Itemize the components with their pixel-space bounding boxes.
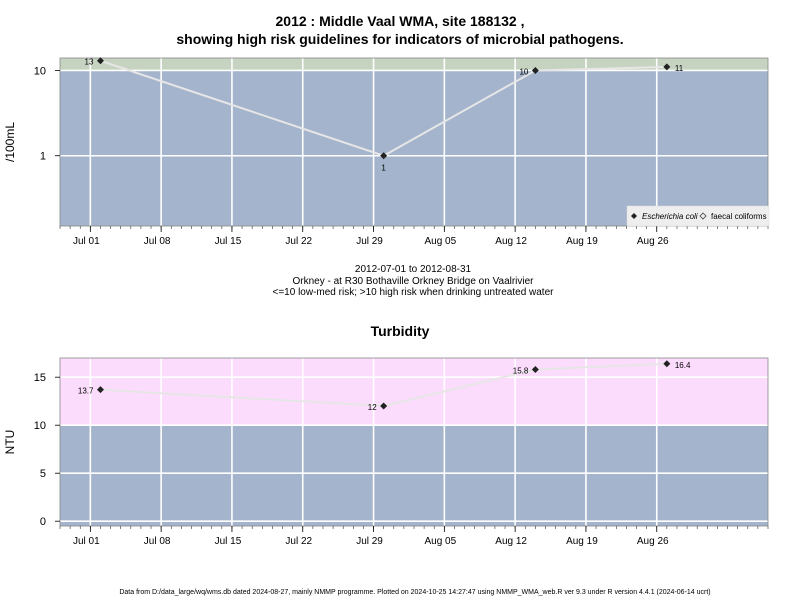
turbidity-y-tick-label: 5 [40,468,46,480]
turbidity-x-tick-label: Jul 08 [144,536,171,547]
caption-date-range: 2012-07-01 to 2012-08-31 [354,264,472,275]
ecoli-point-marker [663,63,671,71]
ecoli-y-axis-label: /100mL [3,122,17,162]
turbidity-x-tick-label: Jul 01 [73,536,100,547]
turbidity-data-label: 15.8 [513,367,529,376]
ecoli-data-label: 13 [85,58,94,67]
turbidity-title: Turbidity [370,323,430,339]
ecoli-x-tick-label: Jul 22 [285,236,312,247]
ecoli-point-marker [380,152,388,160]
ecoli-x-tick-label: Jul 15 [215,236,242,247]
turbidity-x-tick-label: Aug 26 [637,536,669,547]
legend-item-ecoli: Escherichia coli [642,212,698,221]
ecoli-data-label: 1 [381,164,386,173]
turbidity-x-tick-label: Aug 12 [495,536,527,547]
turbidity-point-marker [663,360,671,368]
ecoli-low-risk-zone [60,70,768,226]
turbidity-data-label: 16.4 [675,361,691,370]
turbidity-y-tick-label: 10 [34,420,46,432]
legend-marker-ecoli [631,213,637,219]
chart-title-line2: showing high risk guidelines for indicat… [176,31,624,47]
turbidity-x-tick-label: Jul 15 [215,536,242,547]
ecoli-x-tick-label: Aug 05 [424,236,456,247]
ecoli-x-tick-label: Aug 19 [566,236,598,247]
caption-site: Orkney - at R30 Bothaville Orkney Bridge… [292,276,534,287]
turbidity-x-tick-label: Jul 22 [285,536,312,547]
ecoli-x-tick-label: Jul 01 [73,236,100,247]
ecoli-high-risk-zone [60,58,768,71]
legend-item-faecal: faecal coliforms [711,212,767,221]
turbidity-data-label: 13.7 [78,387,94,396]
turbidity-x-tick-label: Aug 19 [566,536,598,547]
footer-note: Data from D:/data_large/wq/wms.db dated … [119,589,711,596]
turbidity-y-tick-label: 15 [34,372,46,384]
turbidity-data-label: 12 [368,403,377,412]
turbidity-point-marker [96,386,104,394]
ecoli-point-marker [96,57,104,65]
ecoli-point-marker [531,66,539,74]
ecoli-x-tick-label: Aug 26 [637,236,669,247]
ecoli-x-tick-label: Jul 08 [144,236,171,247]
turbidity-x-tick-label: Aug 05 [424,536,456,547]
ecoli-y-tick-label: 10 [34,65,46,77]
turbidity-series-line [100,362,667,408]
turbidity-x-tick-label: Jul 29 [356,536,383,547]
legend-box [626,205,770,227]
turbidity-point-marker [380,402,388,410]
legend-marker-faecal [699,212,707,220]
ecoli-data-label: 10 [519,67,528,76]
caption-risk-note: <=10 low-med risk; >10 high risk when dr… [272,287,554,298]
ecoli-x-tick-label: Aug 12 [495,236,527,247]
turbidity-low-risk-zone [60,425,768,526]
chart-title-line1: 2012 : Middle Vaal WMA, site 188132 , [275,13,525,29]
ecoli-data-label: 11 [675,64,684,73]
turbidity-point-marker [531,366,539,374]
ecoli-y-tick-label: 1 [40,151,46,163]
turbidity-y-axis-label: NTU [3,430,17,455]
ecoli-series-line [100,59,667,157]
ecoli-x-tick-label: Jul 29 [356,236,383,247]
turbidity-high-risk-zone [60,358,768,426]
turbidity-y-tick-label: 0 [40,516,46,528]
